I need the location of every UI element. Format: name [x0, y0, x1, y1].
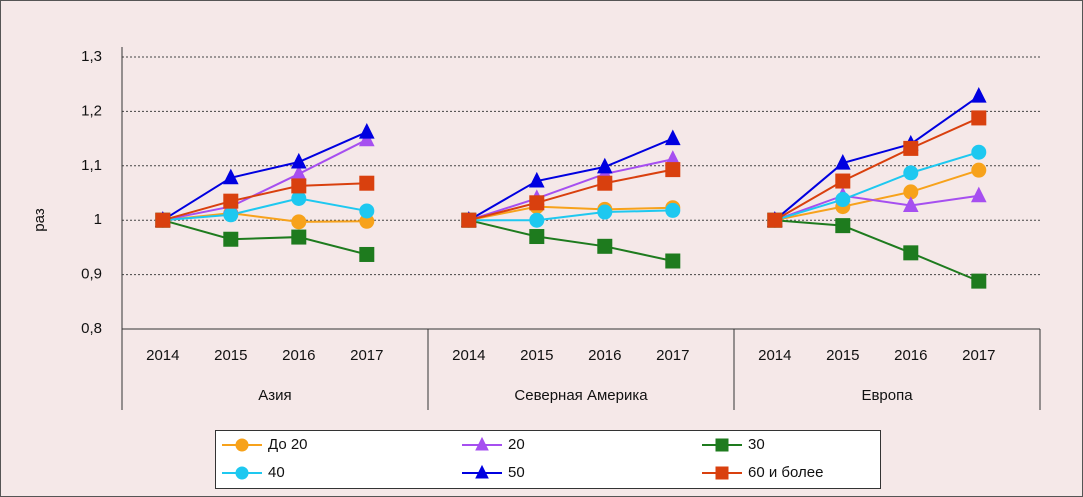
marker [971, 162, 987, 178]
marker [903, 140, 919, 156]
marker [971, 273, 987, 289]
marker [290, 152, 307, 169]
series-line [468, 168, 673, 222]
y-tick-label: 1,3 [81, 48, 102, 65]
group-label: Европа [861, 387, 913, 404]
series-line [774, 151, 980, 222]
marker [223, 193, 239, 209]
marker [664, 129, 681, 146]
marker [529, 229, 545, 245]
x-tick-label: 2017 [656, 347, 689, 364]
marker [597, 204, 613, 220]
marker [835, 218, 851, 234]
marker [597, 175, 613, 191]
marker [291, 190, 307, 206]
x-tick-label: 2016 [894, 347, 927, 364]
marker [665, 202, 681, 218]
marker [834, 153, 851, 170]
legend-label: 60 и более [748, 464, 823, 481]
series-line [468, 205, 673, 222]
legend-label: 20 [508, 436, 525, 453]
marker [971, 110, 987, 126]
legend [215, 430, 881, 489]
y-tick-label: 1 [94, 211, 102, 228]
marker [902, 196, 919, 213]
legend-label: До 20 [268, 436, 308, 453]
marker [359, 175, 375, 191]
series-line [468, 158, 674, 222]
marker [223, 207, 239, 223]
marker [596, 157, 613, 174]
x-tick-label: 2016 [588, 347, 621, 364]
series-line [774, 194, 979, 222]
series-line [774, 219, 980, 283]
marker [970, 186, 987, 203]
y-tick-label: 1,2 [81, 102, 102, 119]
marker [903, 245, 919, 261]
legend-label: 40 [268, 464, 285, 481]
marker [461, 212, 477, 228]
x-tick-label: 2017 [962, 347, 995, 364]
marker [835, 192, 851, 208]
x-tick-label: 2015 [520, 347, 553, 364]
legend-marker [235, 438, 249, 452]
marker [970, 87, 987, 103]
legend-marker [715, 466, 729, 480]
marker [358, 130, 375, 147]
marker [223, 231, 239, 247]
marker [767, 212, 783, 228]
series-line [162, 131, 368, 222]
legend-label: 50 [508, 464, 525, 481]
legend-marker [475, 436, 489, 451]
marker [359, 246, 375, 262]
series-line [468, 137, 674, 222]
y-tick-label: 1,1 [81, 157, 102, 174]
marker [222, 168, 239, 185]
marker [528, 171, 545, 188]
marker [903, 165, 919, 181]
x-tick-label: 2014 [758, 347, 791, 364]
legend-marker [715, 438, 729, 452]
x-tick-label: 2015 [214, 347, 247, 364]
marker [665, 162, 681, 178]
series-line [774, 95, 980, 221]
marker [358, 122, 375, 139]
marker [359, 203, 375, 219]
series-line [774, 117, 980, 222]
x-tick-label: 2016 [282, 347, 315, 364]
x-tick-label: 2017 [350, 347, 383, 364]
x-tick-label: 2015 [826, 347, 859, 364]
marker [155, 212, 171, 228]
y-axis-label: раз [31, 208, 48, 232]
x-tick-label: 2014 [452, 347, 485, 364]
marker [529, 195, 545, 211]
series-line [468, 209, 673, 222]
marker [835, 173, 851, 189]
marker [665, 253, 681, 269]
series-line [162, 182, 367, 222]
marker [291, 229, 307, 245]
group-label: Северная Америка [514, 387, 648, 404]
y-tick-label: 0,8 [81, 320, 102, 337]
x-tick-label: 2014 [146, 347, 179, 364]
series-line [468, 219, 674, 262]
legend-marker [235, 466, 249, 480]
marker [971, 144, 987, 160]
y-tick-label: 0,9 [81, 266, 102, 283]
series-line [774, 169, 980, 222]
legend-marker [475, 464, 489, 479]
legend-label: 30 [748, 436, 765, 453]
series-line [162, 138, 368, 222]
group-label: Азия [258, 387, 291, 404]
marker [529, 212, 545, 228]
marker [597, 238, 613, 254]
marker [291, 178, 307, 194]
series-line [162, 219, 368, 256]
marker [291, 214, 307, 230]
series-line [162, 197, 367, 222]
